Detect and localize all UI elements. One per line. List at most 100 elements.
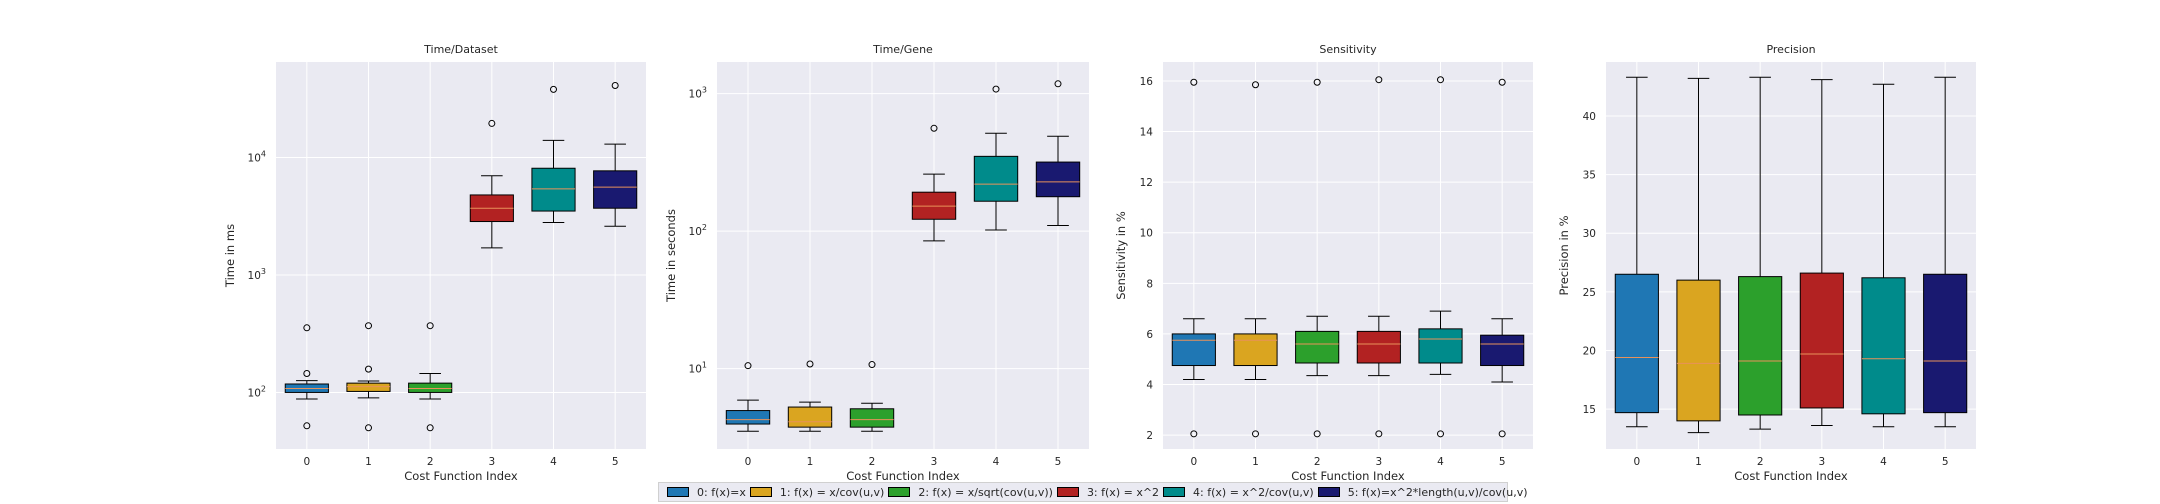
plot-area — [1163, 62, 1533, 449]
x-tick-label: 4 — [993, 456, 1000, 468]
plot-area — [717, 62, 1089, 449]
legend-swatch — [1056, 487, 1079, 497]
legend-label: 3: f(x) = x^2 — [1086, 485, 1160, 499]
box — [973, 85, 1019, 231]
legend-item: 1: f(x) = x/cov(u,v) — [746, 486, 884, 499]
x-tick-label: 0 — [1190, 456, 1197, 468]
legend-swatch — [888, 487, 911, 497]
y-tick-label: 40 — [1583, 111, 1596, 123]
outlier-point — [611, 82, 619, 90]
legend-label: 5: f(x)=x^2*length(u,v)/cov(u,v) — [1347, 485, 1528, 499]
y-tick-label: 104 — [248, 149, 266, 164]
box-body — [1356, 330, 1401, 364]
box — [1676, 77, 1721, 434]
box-body — [531, 167, 576, 212]
legend-item: 0: f(x)=x — [663, 486, 746, 499]
box — [725, 362, 771, 432]
box-body — [408, 382, 453, 393]
box-body — [1923, 273, 1968, 414]
outlier-point — [426, 322, 434, 330]
box-body — [1861, 277, 1906, 415]
outlier-point — [303, 422, 311, 430]
box — [469, 119, 514, 249]
outlier-point — [868, 361, 876, 369]
box — [531, 85, 576, 223]
legend-item: 2: f(x) = x/sqrt(cov(u,v)) — [884, 486, 1053, 499]
box — [787, 360, 833, 432]
box-body — [1171, 333, 1216, 367]
legend-item: 3: f(x) = x^2 — [1053, 486, 1159, 499]
x-tick-label: 1 — [1252, 456, 1259, 468]
outlier-point — [992, 85, 1000, 93]
box — [1035, 80, 1081, 226]
y-axis-label: Time in seconds — [664, 209, 678, 303]
y-tick-label: 103 — [248, 267, 266, 282]
legend-swatch — [1317, 487, 1340, 497]
box-body — [787, 406, 833, 428]
legend-label: 2: f(x) = x/sqrt(cov(u,v)) — [918, 485, 1053, 499]
legend-label: 4: f(x) = x^2/cov(u,v) — [1193, 485, 1314, 499]
box-body — [849, 408, 895, 428]
box — [1738, 76, 1783, 430]
legend-swatch — [1163, 487, 1186, 497]
outlier-point — [1437, 76, 1444, 84]
outlier-point — [1437, 430, 1444, 438]
y-tick-label: 25 — [1583, 287, 1596, 299]
x-tick-label: 3 — [488, 456, 495, 468]
x-tick-label: 2 — [869, 456, 876, 468]
outlier-point — [426, 424, 434, 432]
x-tick-label: 2 — [1314, 456, 1321, 468]
x-axis-label: Cost Function Index — [1734, 469, 1848, 480]
y-tick-label: 16 — [1140, 76, 1154, 88]
y-tick-exponent: 2 — [261, 384, 266, 393]
box-body — [1035, 161, 1081, 198]
x-tick-label: 1 — [1695, 456, 1702, 468]
box — [1171, 78, 1216, 438]
y-tick-label: 30 — [1583, 228, 1596, 240]
box-body — [1418, 328, 1463, 364]
box-body — [1614, 273, 1659, 414]
outlier-point — [1252, 81, 1259, 89]
y-tick-label: 12 — [1140, 177, 1153, 189]
box-body — [1799, 272, 1844, 409]
x-tick-label: 4 — [550, 456, 557, 468]
box — [1799, 79, 1844, 427]
box — [1295, 78, 1340, 438]
y-tick-label: 102 — [248, 384, 266, 399]
box-body — [1480, 334, 1525, 367]
x-tick-label: 1 — [365, 456, 372, 468]
outlier-point — [744, 362, 752, 370]
chart-panel: 0 1 2 3 4 5 101 102 103 Time/Gene Cost Function In… — [664, 43, 1089, 480]
y-tick-exponent: 3 — [702, 86, 707, 95]
y-tick-label: 8 — [1146, 278, 1153, 290]
outlier-point — [1054, 80, 1062, 88]
x-tick-label: 5 — [1942, 456, 1949, 468]
x-tick-label: 0 — [1633, 456, 1640, 468]
outlier-point — [1498, 78, 1506, 86]
y-axis-label: Sensitivity in % — [1114, 211, 1128, 300]
x-axis-label: Cost Function Index — [846, 469, 960, 480]
box — [1356, 76, 1401, 438]
y-axis-label: Time in ms — [223, 224, 237, 288]
y-tick-exponent: 4 — [261, 149, 266, 158]
y-tick-label: 10 — [1140, 228, 1153, 240]
outlier-point — [1190, 78, 1198, 86]
outlier-point — [488, 119, 496, 127]
box-body — [1295, 330, 1340, 364]
x-tick-label: 4 — [1437, 456, 1444, 468]
outlier-point — [1498, 430, 1506, 438]
box-body — [593, 170, 638, 209]
legend-label: 0: f(x)=x — [697, 485, 746, 499]
box — [1923, 76, 1968, 428]
x-axis-label: Cost Function Index — [404, 469, 518, 480]
x-tick-label: 0 — [303, 456, 310, 468]
outlier-point — [550, 85, 557, 93]
legend: 0: f(x)=x 1: f(x) = x/cov(u,v) 2: f(x) =… — [658, 482, 1528, 502]
outlier-point — [365, 322, 372, 330]
box-body — [346, 382, 391, 392]
outlier-point — [1375, 430, 1383, 438]
outlier-point — [1190, 430, 1198, 438]
box — [1233, 81, 1278, 438]
y-tick-label: 4 — [1146, 380, 1153, 392]
